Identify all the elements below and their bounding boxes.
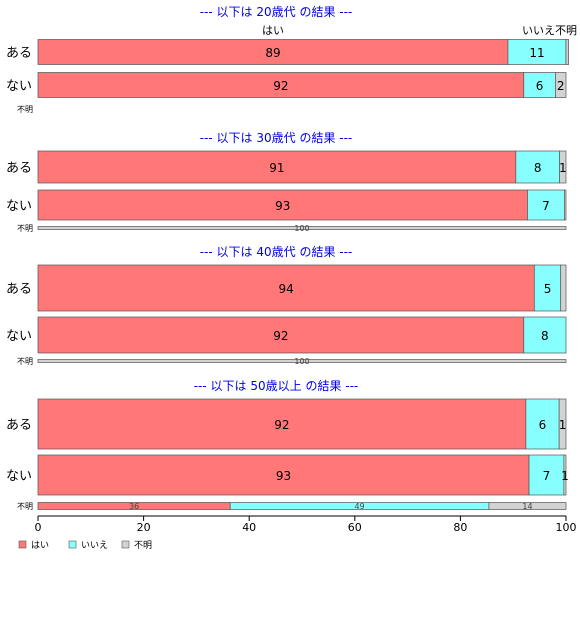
data-label: 6 [536,79,544,93]
data-label: 11 [529,46,544,60]
data-label: 92 [273,329,288,343]
bar-segment-yes [37,316,525,354]
panel-title: --- 以下は 50歳以上 の結果 --- [194,379,359,393]
bar-segment-unknown [560,264,567,312]
panel-title: --- 以下は 40歳代 の結果 --- [200,245,353,259]
data-label: 92 [273,79,288,93]
bar-segment-no [515,150,561,184]
row-label: 不明 [17,105,33,114]
x-tick-label: 20 [137,521,151,534]
row-label: ある [6,46,32,61]
data-label: 7 [543,469,551,483]
bar-segment-yes [37,398,527,450]
bar-segment-unknown [488,502,567,510]
data-label: 1 [559,161,567,175]
bar-segment-unknown [37,359,567,363]
data-label: 1 [561,469,569,483]
x-tick-label: 60 [348,521,362,534]
data-label: 8 [534,161,542,175]
x-tick-label: 0 [35,521,42,534]
legend-label-no: いいえ [81,540,108,551]
row-label: 不明 [17,357,33,366]
bar-segment-no [507,39,567,65]
data-label: 8 [541,329,549,343]
bar-segment-yes [37,72,525,98]
data-label: 93 [275,199,290,213]
data-label: 89 [265,46,280,60]
row-label: ない [6,79,32,94]
data-label: 7 [542,199,550,213]
x-tick-label: 40 [242,521,256,534]
series-label-no-unknown: いいえ不明 [522,24,577,37]
data-label: 1 [559,418,567,432]
x-tick-label: 100 [556,521,577,534]
row-label: ない [6,469,32,484]
panel-title: --- 以下は 20歳代 の結果 --- [200,5,353,19]
data-label: 100 [294,224,309,233]
data-label: 100 [294,357,309,366]
legend-swatch-unknown [121,540,130,549]
data-label: 94 [279,282,294,296]
legend-label-yes: はい [31,540,49,551]
bar-segment-unknown [563,454,567,496]
bar-segment-unknown [555,72,567,98]
bar-segment-no [523,316,567,354]
data-label: 2 [557,79,565,93]
legend-swatch-no [68,540,77,549]
bar-segment-unknown [559,150,567,184]
row-label: ある [6,418,32,433]
data-label: 14 [522,502,532,511]
bar-segment-unknown [558,398,567,450]
row-label: ある [6,161,32,176]
data-label: 91 [269,161,284,175]
bar-segment-unknown [565,39,569,65]
row-label: 不明 [17,502,33,511]
bar-segment-no [527,189,565,221]
bar-segment-yes [37,264,535,312]
bar-segment-yes [37,189,528,221]
row-label: ある [6,282,32,297]
bar-segment-unknown [37,226,567,230]
bar-segment-yes [37,39,509,65]
x-tick-label: 80 [453,521,467,534]
panel-title: --- 以下は 30歳代 の結果 --- [200,131,353,145]
data-label: 92 [274,418,289,432]
bar-segment-yes [37,454,530,496]
data-label: 49 [354,502,364,511]
bar-segment-no [525,398,560,450]
bar-segment-unknown [564,189,567,221]
row-label: 不明 [17,224,33,233]
data-label: 36 [129,502,139,511]
data-label: 93 [276,469,291,483]
legend-label-unknown: 不明 [134,540,152,551]
row-label: ない [6,199,32,214]
row-label: ない [6,329,32,344]
data-label: 6 [539,418,547,432]
bar-segment-yes [37,150,517,184]
data-label: 5 [544,282,552,296]
legend-swatch-yes [18,540,27,549]
series-label-yes: はい [262,24,284,37]
